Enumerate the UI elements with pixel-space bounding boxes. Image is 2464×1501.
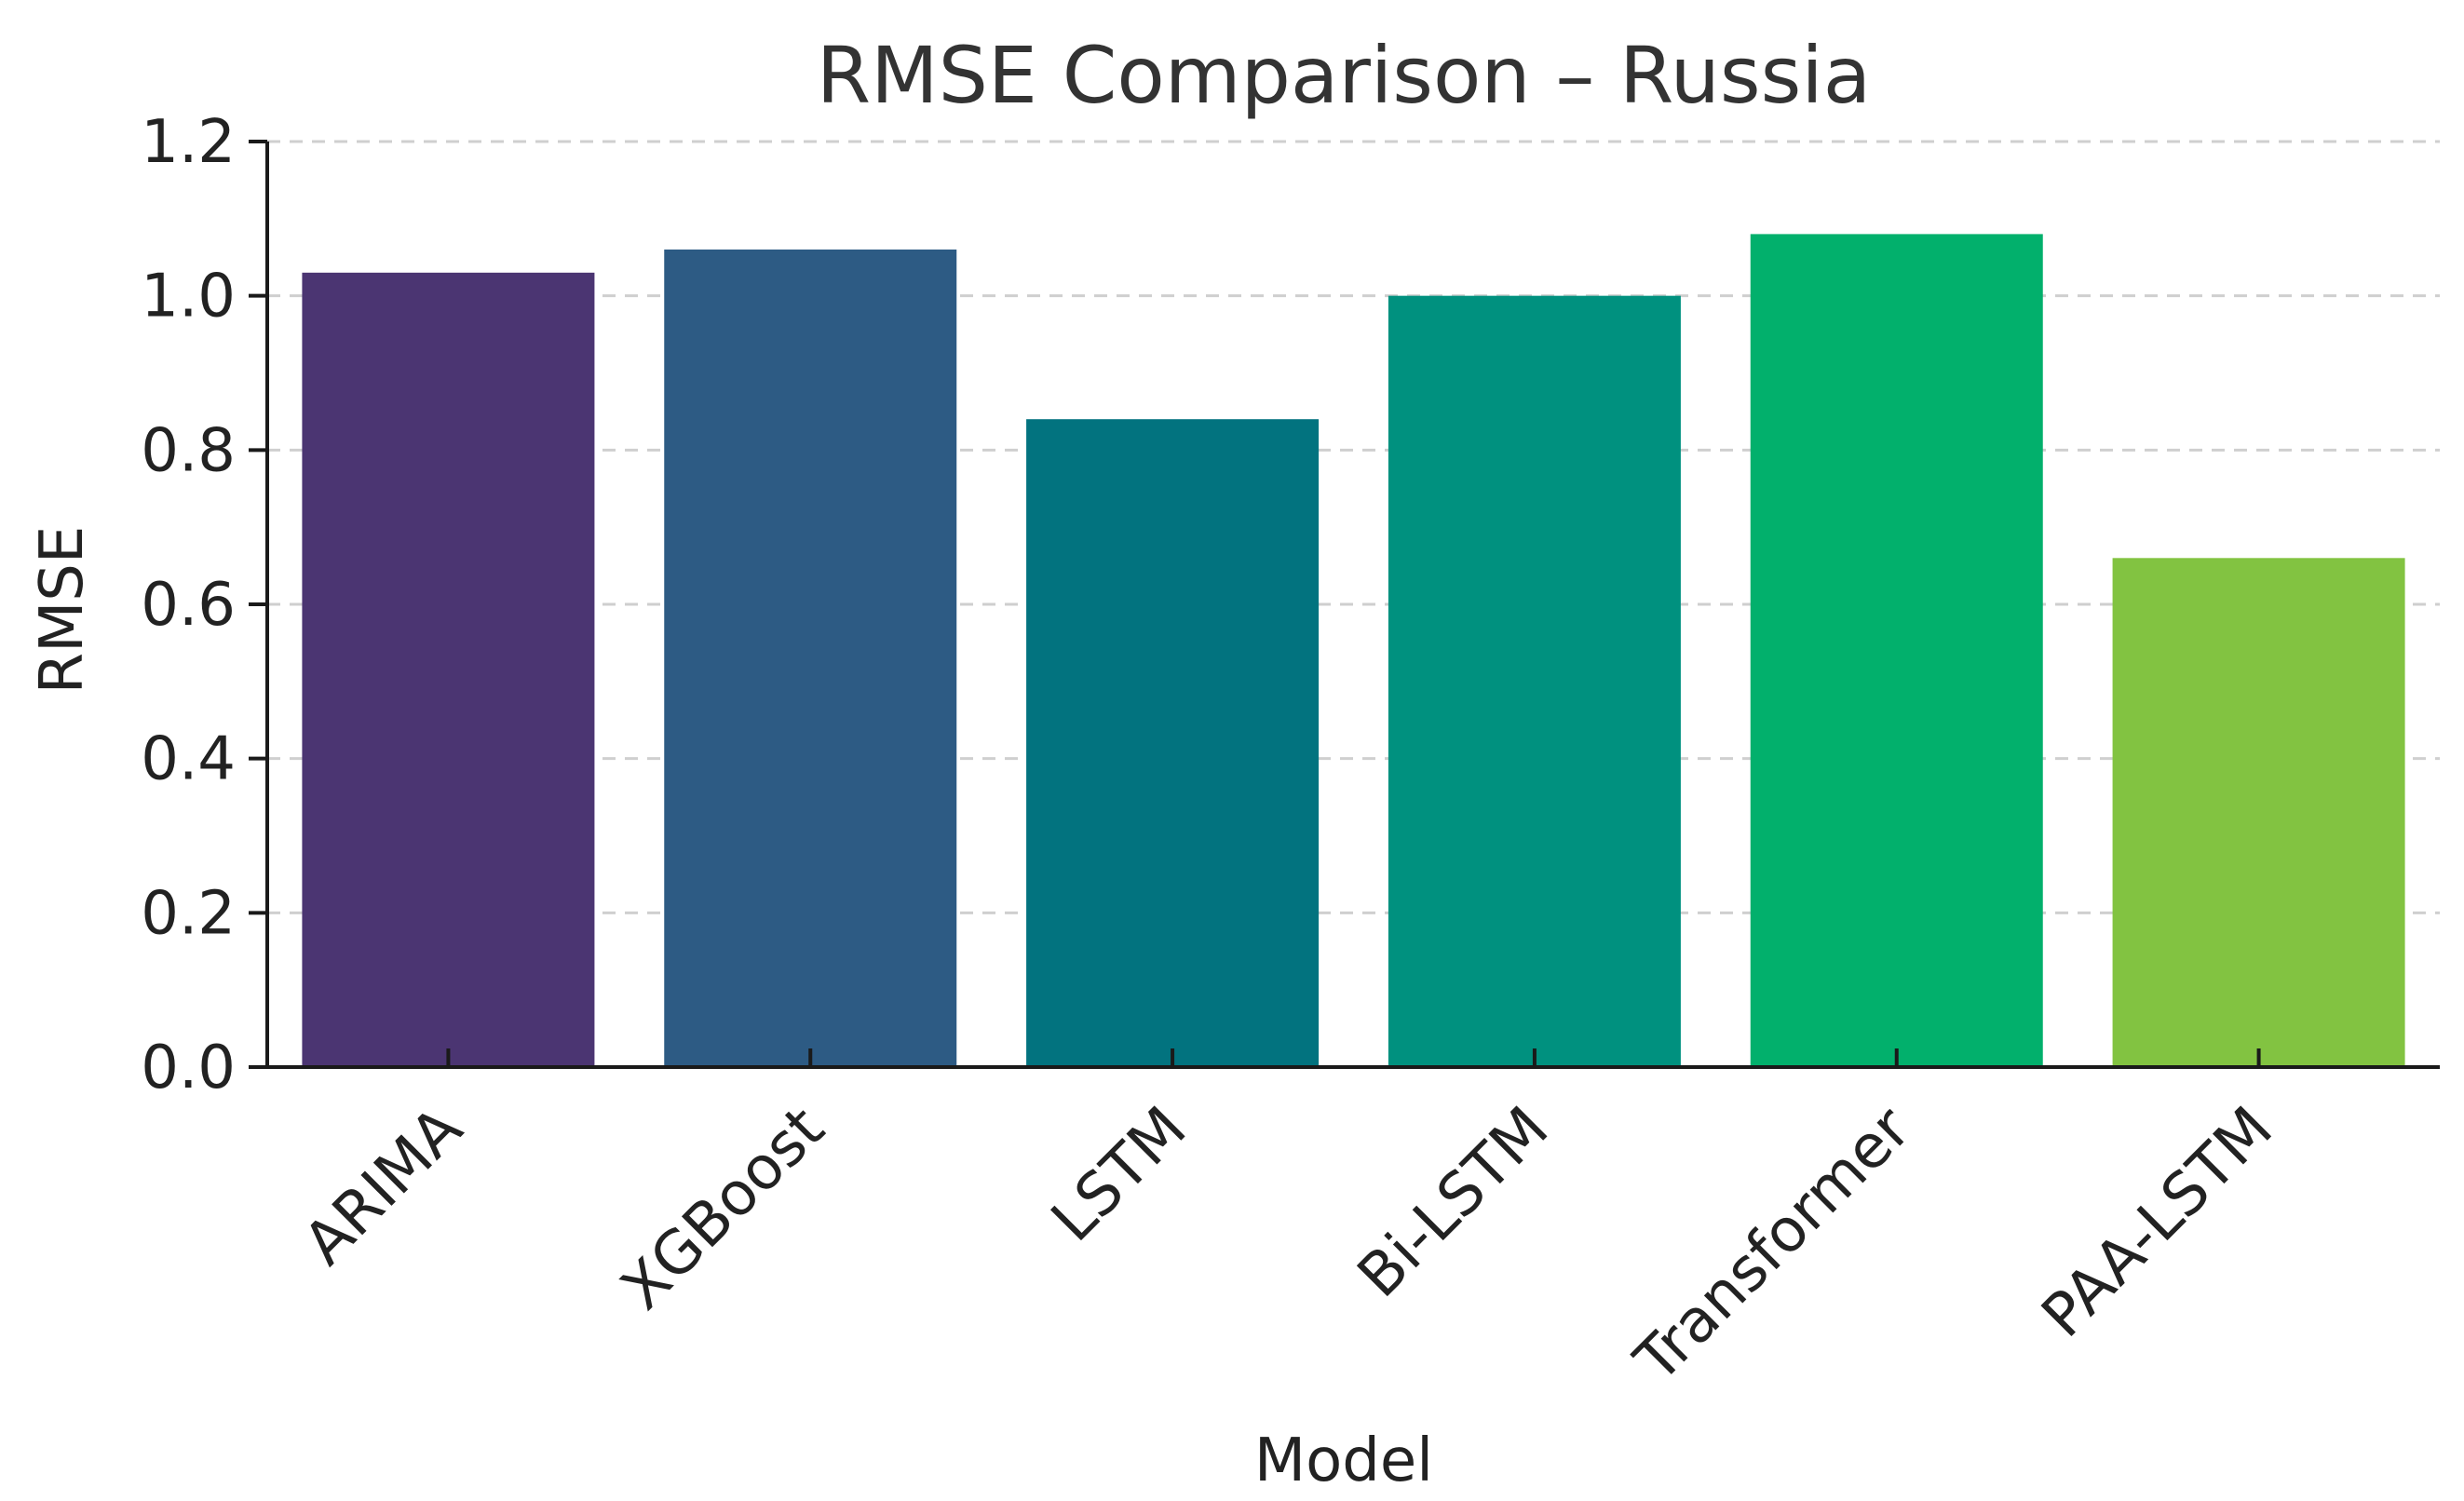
x-tick-label-2: LSTM [1038,1094,1199,1255]
x-tick-label-5: PAA-LSTM [2029,1094,2286,1351]
y-axis-label: RMSE [28,526,97,695]
x-tick-label-0: ARIMA [291,1094,476,1278]
bars [302,234,2405,1068]
y-tick-labels: 0.0 0.2 0.4 0.6 0.8 1.0 1.2 [141,108,236,1102]
y-tick-label-2: 0.4 [141,725,236,794]
x-tick-label-1: XGBoost [608,1094,837,1323]
y-tick-label-3: 0.6 [141,571,236,640]
y-tick-label-1: 0.2 [141,879,236,948]
y-tick-label-0: 0.0 [141,1034,236,1102]
x-tick-labels: ARIMA XGBoost LSTM Bi-LSTM Transformer PAA-LS… [291,1094,2286,1397]
y-tick-label-4: 0.8 [141,416,236,485]
bar-bi-lstm [1388,295,1681,1068]
y-tick-label-6: 1.2 [141,108,236,177]
y-tick-label-5: 1.0 [141,263,236,331]
bar-arima [302,272,595,1068]
chart-title: RMSE Comparison – Russia [817,30,1871,121]
x-axis-label: Model [1254,1427,1433,1495]
bar-paa-lstm [2112,558,2405,1067]
bar-xgboost [664,249,957,1067]
bar-lstm [1026,419,1320,1067]
x-tick-label-4: Transformer [1621,1094,1924,1397]
axes [249,140,2440,1069]
bar-transformer [1750,234,2043,1067]
grid-lines [267,140,2440,914]
x-tick-label-3: Bi-LSTM [1345,1094,1562,1311]
